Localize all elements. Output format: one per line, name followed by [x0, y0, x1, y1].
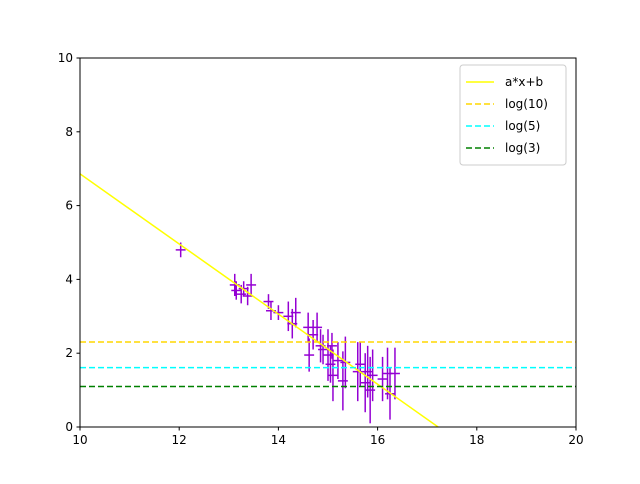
y-tick-label: 10	[58, 51, 73, 65]
legend-label: log(3)	[505, 141, 540, 155]
legend-label: log(10)	[505, 97, 548, 111]
y-tick-label: 4	[65, 272, 73, 286]
y-tick-label: 2	[65, 346, 73, 360]
y-tick-label: 8	[65, 125, 73, 139]
legend-label: log(5)	[505, 119, 540, 133]
x-tick-label: 16	[370, 433, 385, 447]
y-tick-label: 6	[65, 199, 73, 213]
fit-line	[80, 173, 439, 427]
x-tick-label: 12	[172, 433, 187, 447]
legend-box	[459, 64, 567, 166]
x-tick-label: 10	[72, 433, 87, 447]
x-tick-label: 18	[469, 433, 484, 447]
plot-area	[80, 173, 576, 427]
x-tick-label: 14	[271, 433, 286, 447]
legend-label: a*x+b	[505, 75, 543, 89]
axes-frame	[79, 57, 577, 428]
x-tick-label: 20	[568, 433, 583, 447]
y-tick-label: 0	[65, 420, 73, 434]
